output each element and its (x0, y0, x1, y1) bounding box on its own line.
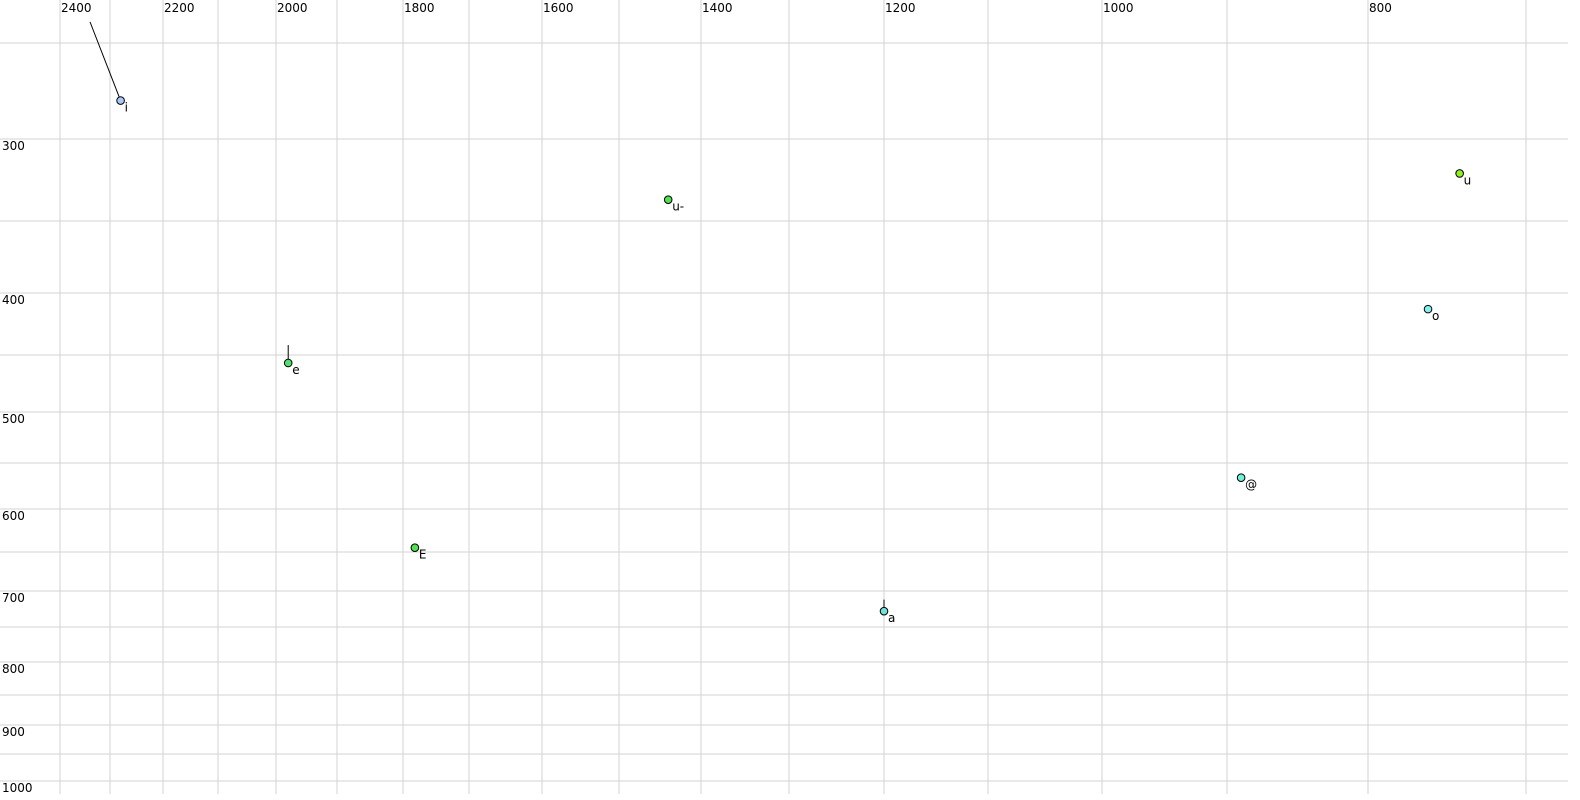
data-point (1455, 169, 1464, 178)
x-tick-label: 1000 (1103, 1, 1134, 15)
vowel-point-o: o (1423, 304, 1439, 323)
data-point (116, 96, 125, 105)
y-tick-label: 400 (2, 293, 25, 307)
x-tick-label: 1200 (885, 1, 916, 15)
formant-trajectory (89, 21, 122, 101)
point-label: u- (672, 200, 684, 214)
vowel-point-@: @ (1236, 473, 1257, 492)
y-tick-label: 800 (2, 662, 25, 676)
x-tick-label: 2400 (61, 1, 92, 15)
vowel-point-i: i (89, 21, 128, 115)
data-point (663, 195, 673, 204)
x-tick-label: 2000 (277, 1, 308, 15)
data-point (1236, 473, 1246, 483)
vowel-point-u: u (1455, 169, 1472, 187)
data-point (879, 606, 889, 616)
point-label: @ (1245, 478, 1257, 492)
data-point (1423, 304, 1433, 314)
x-tick-label: 800 (1369, 1, 1392, 15)
vowel-point-e: e (283, 345, 300, 377)
data-point (410, 543, 420, 553)
y-tick-label: 300 (2, 139, 25, 153)
x-tick-label: 1400 (702, 1, 733, 15)
tick-labels: 2400 2200 2000 1800 1600 1400 1200 1000 800 300 40… (2, 1, 1392, 795)
point-label: u (1464, 173, 1472, 187)
y-tick-label: 600 (2, 509, 25, 523)
data-points: i e u-u o @ Ea (89, 21, 1472, 625)
vowel-point-E: E (410, 543, 427, 562)
x-tick-label: 1800 (404, 1, 435, 15)
y-tick-label: 700 (2, 591, 25, 605)
vowel-point-u-: u- (663, 195, 684, 214)
point-label: e (292, 363, 299, 377)
x-tick-label: 2200 (164, 1, 195, 15)
y-tick-label: 900 (2, 725, 25, 739)
vowel-point-a: a (879, 599, 895, 625)
y-tick-label: 1000 (2, 781, 33, 795)
point-label: o (1432, 309, 1439, 323)
point-label: a (888, 611, 895, 625)
y-tick-label: 500 (2, 412, 25, 426)
point-label: E (419, 548, 427, 562)
point-label: i (125, 101, 128, 115)
x-tick-label: 1600 (543, 1, 574, 15)
data-point (283, 358, 293, 368)
